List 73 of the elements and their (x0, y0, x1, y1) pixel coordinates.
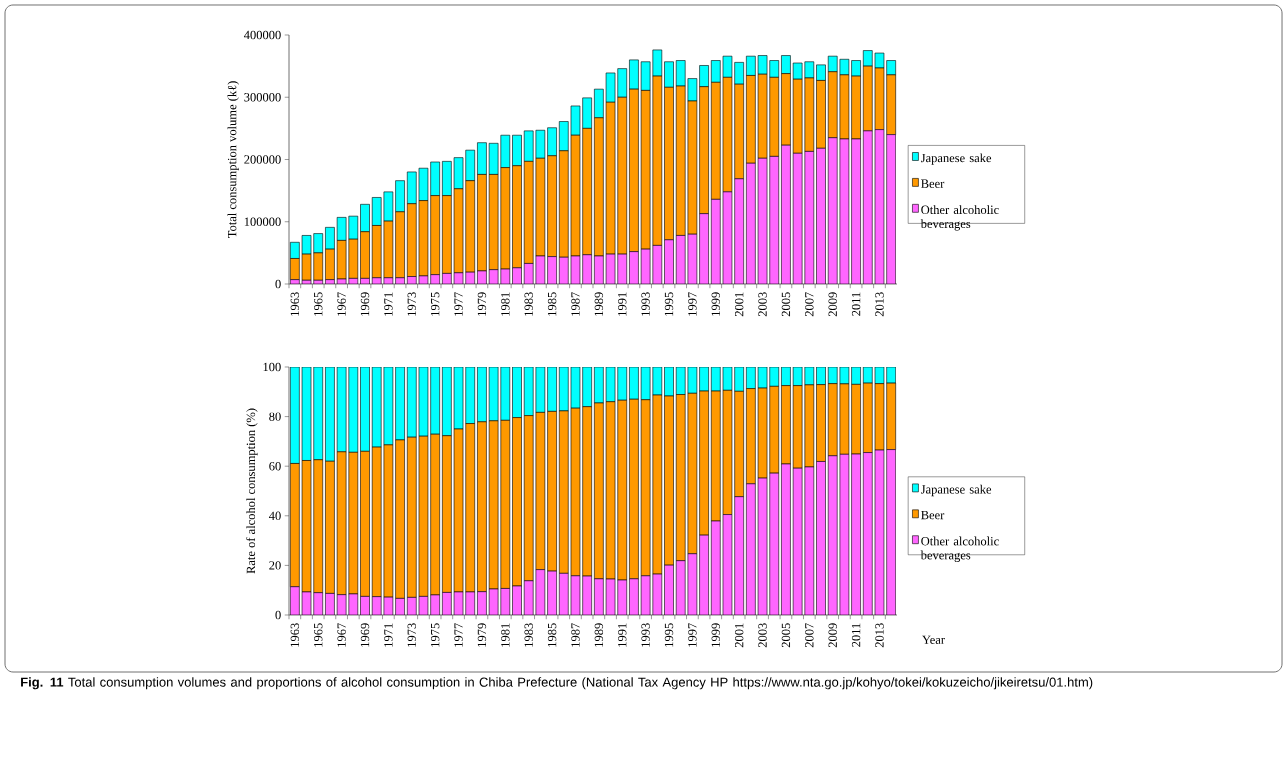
x-tick-label: 2011 (851, 292, 861, 316)
x-tick-label: 2005 (781, 292, 791, 317)
x-tick-label: 2005 (781, 623, 791, 648)
y-tick-label: 0 (275, 610, 281, 620)
x-tick-label: 2001 (734, 623, 744, 648)
x-tick-label: 1969 (360, 623, 370, 647)
x-tick-label: 1977 (454, 623, 463, 647)
x-tick-label: 1973 (407, 623, 416, 647)
x-tick-label: 1977 (454, 292, 463, 316)
x-tick-label: 2003 (758, 292, 767, 317)
x-tick-label: 1963 (290, 623, 300, 647)
legend-label: Beer (921, 510, 945, 520)
x-tick-label: 1985 (547, 292, 557, 316)
x-tick-label: 1983 (524, 292, 533, 316)
x-tick-label: 1995 (664, 292, 674, 316)
y-tick-label: 100000 (244, 217, 281, 226)
x-tick-label: 1973 (407, 292, 416, 316)
x-tick-label: 1999 (711, 292, 720, 316)
x-tick-label: 1975 (430, 292, 440, 316)
x-tick-label: 1979 (477, 292, 487, 316)
y-tick-label: 200000 (244, 155, 281, 164)
x-tick-label: 1983 (524, 623, 533, 647)
legend-label: Japanese sake (920, 484, 992, 497)
x-tick-label: 1975 (430, 623, 440, 647)
x-tick-label: 2013 (875, 292, 884, 317)
x-tick-label: 1987 (571, 292, 580, 316)
x-tick-label: 1989 (594, 292, 604, 316)
x-tick-label: 1969 (360, 292, 370, 316)
y-tick-label: 100 (263, 362, 281, 372)
y-tick-label: 20 (269, 561, 281, 570)
legend-label: Other alcoholic beverages (920, 205, 999, 231)
y-tick-label: 300000 (244, 93, 281, 102)
y-axis-title: Rate of alcohol consumption (%) (246, 408, 258, 574)
x-tick-label: 2009 (828, 292, 837, 317)
x-tick-label: 1993 (641, 292, 650, 316)
x-tick-label: 1993 (641, 623, 650, 647)
x-tick-label: 1989 (594, 623, 604, 647)
x-tick-label: 1967 (337, 292, 346, 316)
x-tick-label: 1985 (547, 623, 557, 647)
x-tick-label: 1971 (384, 623, 393, 647)
x-tick-label: 1965 (314, 292, 323, 316)
legend-label: Beer (921, 179, 945, 188)
legend-label: Other alcoholic beverages (920, 536, 999, 562)
x-tick-label: 1981 (501, 623, 510, 647)
x-tick-label: 2007 (805, 292, 814, 317)
x-tick-label: 1981 (501, 292, 510, 316)
x-tick-label: 1997 (688, 292, 697, 316)
legend-label: Japanese sake (920, 153, 992, 165)
text: Fig. 11 Total consumption volumes and proportions of alcohol consumption in Chiba Prefecture (National Tax Agency HP https://www.nta.go.jp/kohyo/tokei/kokuzeicho/jikeiretsu/01.htm) (21, 677, 1093, 690)
x-tick-label: 1963 (290, 292, 300, 316)
x-tick-label: 2009 (828, 623, 837, 648)
x-tick-label: 2013 (875, 623, 884, 648)
y-axis-title: Total consumption volume (kℓ) (227, 81, 239, 239)
x-tick-label: 1967 (337, 623, 346, 647)
x-tick-label: 1971 (384, 292, 393, 316)
x-tick-label: 2007 (805, 623, 814, 648)
x-tick-label: 2001 (734, 292, 744, 317)
x-tick-label: 1965 (314, 623, 323, 647)
y-tick-label: 400000 (243, 30, 281, 40)
x-tick-label: 2003 (758, 623, 767, 648)
x-tick-label: 2011 (851, 623, 861, 647)
x-tick-label: 1999 (711, 623, 720, 647)
x-tick-label: 1979 (477, 623, 487, 647)
x-tick-label: 1995 (664, 623, 674, 647)
y-tick-label: 80 (269, 412, 281, 421)
x-tick-label: 1997 (688, 623, 697, 647)
x-tick-label: 1991 (618, 623, 627, 647)
y-tick-label: 0 (275, 279, 281, 289)
x-tick-label: 1987 (571, 623, 580, 647)
x-tick-label: 1991 (618, 292, 627, 316)
x-axis-title: Year (922, 635, 945, 644)
y-tick-label: 40 (268, 511, 281, 521)
y-tick-label: 60 (269, 461, 281, 471)
